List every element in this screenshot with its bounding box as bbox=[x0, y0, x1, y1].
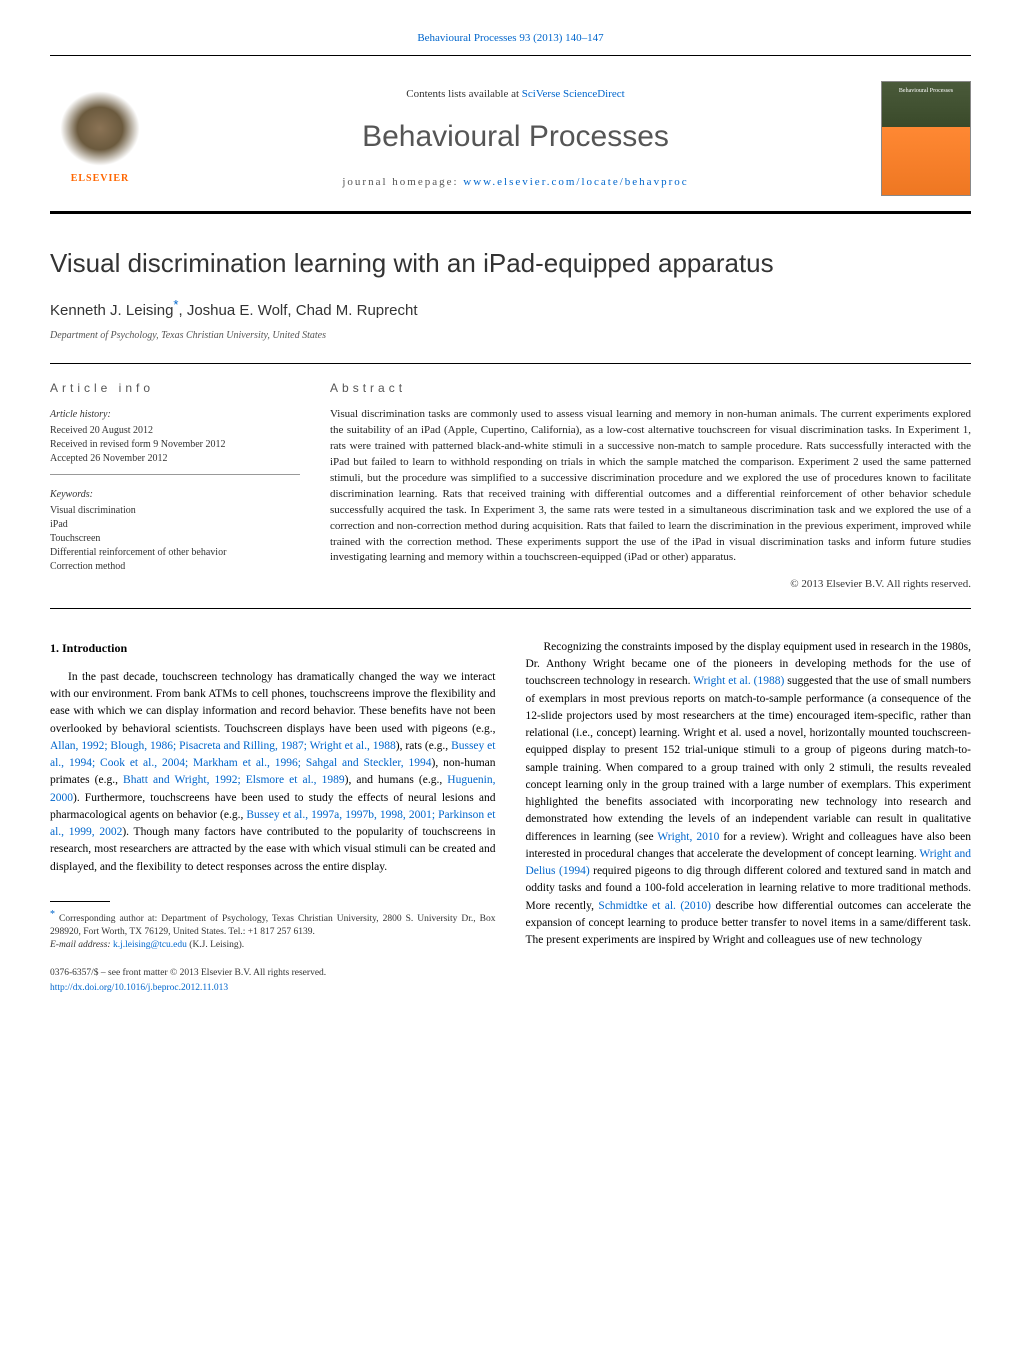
contents-prefix: Contents lists available at bbox=[406, 88, 521, 100]
abstract-label: ABSTRACT bbox=[330, 379, 971, 397]
authors-rest: , Joshua E. Wolf, Chad M. Ruprecht bbox=[178, 302, 417, 319]
body-column-right: Recognizing the constraints imposed by t… bbox=[526, 639, 972, 995]
journal-homepage: journal homepage: www.elsevier.com/locat… bbox=[150, 174, 881, 191]
body-columns: 1. Introduction In the past decade, touc… bbox=[50, 639, 971, 995]
email-link[interactable]: k.j.leising@tcu.edu bbox=[113, 940, 187, 950]
intro-paragraph: In the past decade, touchscreen technolo… bbox=[50, 669, 496, 876]
accepted-date: Accepted 26 November 2012 bbox=[50, 452, 300, 466]
footnote-text: Corresponding author at: Department of P… bbox=[50, 914, 496, 937]
elsevier-name: ELSEVIER bbox=[71, 171, 130, 186]
homepage-prefix: journal homepage: bbox=[342, 176, 463, 188]
body-text: suggested that the use of small numbers … bbox=[526, 675, 972, 842]
info-abstract-row: ARTICLE INFO Article history: Received 2… bbox=[50, 363, 971, 609]
elsevier-logo: ELSEVIER bbox=[50, 83, 150, 193]
article-info: ARTICLE INFO Article history: Received 2… bbox=[50, 379, 300, 593]
homepage-link[interactable]: www.elsevier.com/locate/behavproc bbox=[463, 176, 688, 188]
elsevier-tree-icon bbox=[60, 91, 140, 166]
body-paragraph: Recognizing the constraints imposed by t… bbox=[526, 639, 972, 950]
keyword: Touchscreen bbox=[50, 532, 300, 546]
contents-line: Contents lists available at SciVerse Sci… bbox=[150, 86, 881, 103]
abstract-section: ABSTRACT Visual discrimination tasks are… bbox=[330, 379, 971, 593]
journal-header-center: Contents lists available at SciVerse Sci… bbox=[150, 86, 881, 191]
front-matter: 0376-6357/$ – see front matter © 2013 El… bbox=[50, 966, 496, 980]
body-column-left: 1. Introduction In the past decade, touc… bbox=[50, 639, 496, 995]
doi-link[interactable]: http://dx.doi.org/10.1016/j.beproc.2012.… bbox=[50, 983, 228, 993]
citation-link[interactable]: Bhatt and Wright, 1992; Elsmore et al., … bbox=[123, 774, 345, 786]
body-text: ), rats (e.g., bbox=[396, 740, 451, 752]
history-heading: Article history: bbox=[50, 407, 300, 422]
email-suffix: (K.J. Leising). bbox=[187, 940, 244, 950]
citation-link[interactable]: Allan, 1992; Blough, 1986; Pisacreta and… bbox=[50, 740, 396, 752]
article-info-label: ARTICLE INFO bbox=[50, 379, 300, 397]
article-title: Visual discrimination learning with an i… bbox=[50, 244, 971, 283]
body-text: ), and humans (e.g., bbox=[345, 774, 448, 786]
citation-link[interactable]: Wright et al. (1988) bbox=[693, 675, 784, 687]
email-footnote: E-mail address: k.j.leising@tcu.edu (K.J… bbox=[50, 939, 496, 952]
author-1: Kenneth J. Leising bbox=[50, 302, 173, 319]
intro-heading: 1. Introduction bbox=[50, 639, 496, 657]
keywords-block: Keywords: Visual discrimination iPad Tou… bbox=[50, 483, 300, 574]
sciencedirect-link[interactable]: SciVerse ScienceDirect bbox=[522, 88, 625, 100]
email-label: E-mail address: bbox=[50, 940, 113, 950]
journal-header: ELSEVIER Contents lists available at Sci… bbox=[50, 81, 971, 214]
keywords-heading: Keywords: bbox=[50, 487, 300, 502]
keyword: Correction method bbox=[50, 560, 300, 574]
copyright: © 2013 Elsevier B.V. All rights reserved… bbox=[330, 576, 971, 593]
received-date: Received 20 August 2012 bbox=[50, 424, 300, 438]
affiliation: Department of Psychology, Texas Christia… bbox=[50, 328, 971, 343]
citation-link[interactable]: Behavioural Processes 93 (2013) 140–147 bbox=[417, 32, 603, 44]
keyword: iPad bbox=[50, 518, 300, 532]
citation-link[interactable]: Wright, 2010 bbox=[657, 831, 719, 843]
citation-header: Behavioural Processes 93 (2013) 140–147 bbox=[50, 30, 971, 47]
journal-cover-image: Behavioural Processes bbox=[881, 81, 971, 196]
body-text: In the past decade, touchscreen technolo… bbox=[50, 671, 496, 735]
top-divider bbox=[50, 55, 971, 56]
abstract-text: Visual discrimination tasks are commonly… bbox=[330, 407, 971, 566]
corresponding-footnote: * Corresponding author at: Department of… bbox=[50, 908, 496, 939]
keyword: Differential reinforcement of other beha… bbox=[50, 546, 300, 560]
revised-date: Received in revised form 9 November 2012 bbox=[50, 438, 300, 452]
journal-name: Behavioural Processes bbox=[150, 114, 881, 159]
keyword: Visual discrimination bbox=[50, 504, 300, 518]
footnote-separator bbox=[50, 901, 110, 902]
authors: Kenneth J. Leising*, Joshua E. Wolf, Cha… bbox=[50, 295, 971, 323]
doi-block: 0376-6357/$ – see front matter © 2013 El… bbox=[50, 966, 496, 995]
history-block: Article history: Received 20 August 2012… bbox=[50, 407, 300, 475]
cover-title: Behavioural Processes bbox=[887, 87, 965, 96]
citation-link[interactable]: Schmidtke et al. (2010) bbox=[598, 900, 711, 912]
